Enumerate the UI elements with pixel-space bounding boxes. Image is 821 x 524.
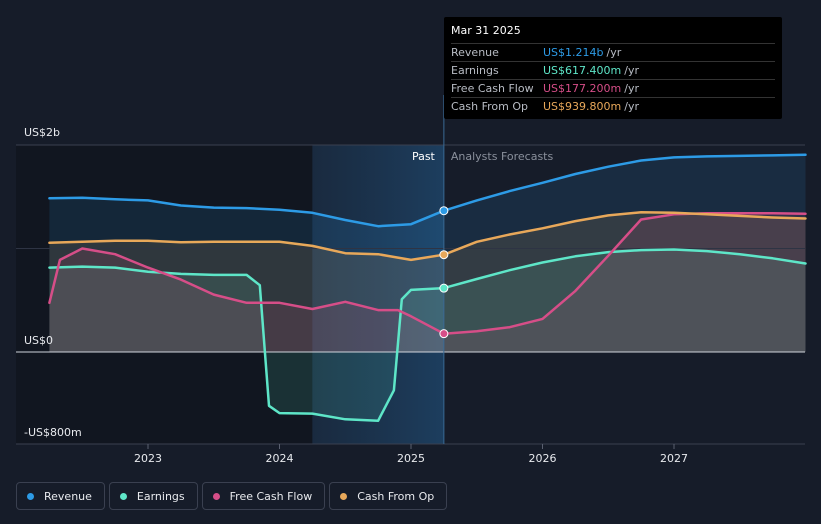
legend-dot-icon: [119, 492, 127, 500]
forecast-label: Analysts Forecasts: [451, 150, 554, 163]
past-dark-region: [16, 145, 313, 444]
tooltip-value: US$939.800m: [543, 100, 622, 113]
legend-item-earnings[interactable]: Earnings: [108, 482, 198, 510]
legend-dot-icon: [340, 492, 348, 500]
line-earnings: [48, 248, 807, 423]
x-tick-label-2023: 2023: [134, 452, 162, 465]
tooltip-label: Free Cash Flow: [451, 82, 534, 95]
area-revenue: [49, 154, 806, 352]
tooltip-row-free-cash-flow: Free Cash Flow US$177.200m /yr: [451, 79, 775, 97]
legend-label: Revenue: [44, 489, 92, 503]
line-revenue: [48, 153, 807, 228]
legend-label: Cash From Op: [357, 489, 435, 503]
line-cash-from-op: [48, 211, 807, 262]
marker-revenue[interactable]: [439, 206, 449, 216]
line-free-cash-flow: [48, 212, 807, 335]
legend-dot-icon: [27, 492, 34, 500]
marker-free-cash-flow[interactable]: [439, 329, 449, 339]
tooltip: Mar 31 2025 Revenue US$1.214b /yr Earnin…: [444, 17, 782, 119]
y-label-bottom: -US$800m: [24, 426, 82, 439]
area-earnings: [49, 249, 806, 421]
marker-cash-from-op[interactable]: [439, 250, 449, 260]
tooltip-row-earnings: Earnings US$617.400m /yr: [451, 61, 775, 79]
tooltip-unit: /yr: [624, 100, 639, 113]
tooltip-label: Cash From Op: [451, 100, 529, 113]
y-label-top: US$2b: [24, 126, 60, 139]
legend-label: Earnings: [136, 489, 185, 503]
tooltip-value: US$177.200m: [543, 82, 622, 95]
tooltip-date: Mar 31 2025: [451, 24, 521, 37]
tooltip-row-revenue: Revenue US$1.214b /yr: [451, 43, 775, 61]
tooltip-value: US$617.400m: [543, 64, 622, 77]
x-tick-label-2027: 2027: [660, 452, 688, 465]
tooltip-label: Revenue: [451, 46, 499, 59]
past-highlight-region: [312, 145, 444, 444]
legend-item-free-cash-flow[interactable]: Free Cash Flow: [201, 482, 326, 510]
past-label: Past: [412, 150, 436, 163]
legend-item-revenue[interactable]: Revenue: [16, 482, 105, 510]
x-tick-label-2026: 2026: [529, 452, 557, 465]
tooltip-row-cash-from-op: Cash From Op US$939.800m /yr: [451, 97, 775, 115]
legend: Revenue Earnings Free Cash Flow Cash Fro…: [16, 482, 448, 510]
tooltip-unit: /yr: [624, 82, 639, 95]
tooltip-value: US$1.214b: [543, 46, 604, 59]
marker-earnings[interactable]: [439, 283, 449, 293]
x-tick-label-2024: 2024: [266, 452, 294, 465]
legend-dot-icon: [212, 492, 220, 500]
tooltip-label: Earnings: [451, 64, 499, 77]
tooltip-unit: /yr: [606, 46, 622, 59]
tooltip-unit: /yr: [624, 64, 639, 77]
y-label-zero: US$0: [24, 334, 53, 347]
x-tick-label-2025: 2025: [397, 452, 425, 465]
chart: 2023 2024 2025 2026 2027 US$2b US$0 -US$800m…: [16, 95, 807, 465]
legend-item-cash-from-op[interactable]: Cash From Op: [329, 482, 448, 510]
legend-label: Free Cash Flow: [229, 489, 313, 503]
